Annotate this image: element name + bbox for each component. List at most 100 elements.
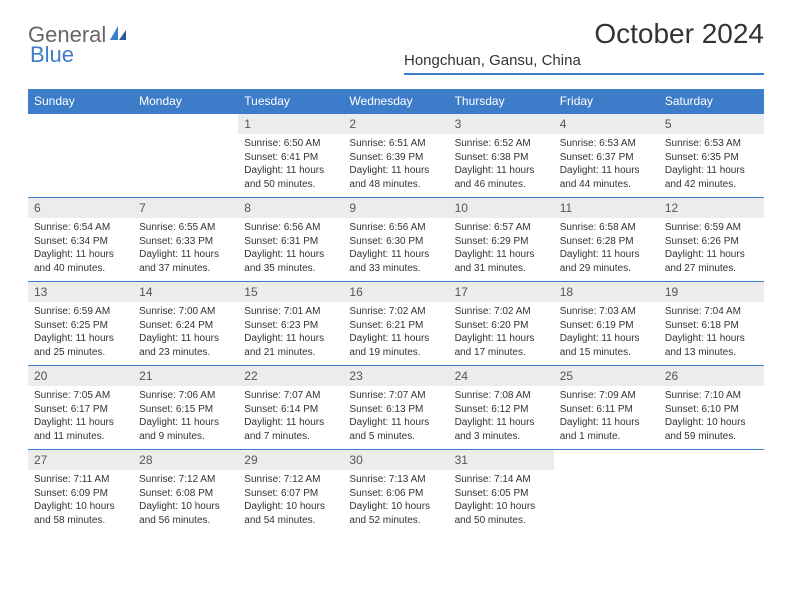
daynum-row: 12345: [28, 114, 764, 135]
day-detail-cell: Sunrise: 6:58 AMSunset: 6:28 PMDaylight:…: [554, 218, 659, 282]
sunset-line: Sunset: 6:08 PM: [139, 487, 232, 501]
sunset-line: Sunset: 6:24 PM: [139, 319, 232, 333]
sunrise-line: Sunrise: 7:09 AM: [560, 389, 653, 403]
day-detail-cell: Sunrise: 6:54 AMSunset: 6:34 PMDaylight:…: [28, 218, 133, 282]
daylight-line: Daylight: 11 hours and 19 minutes.: [349, 332, 442, 359]
sunrise-line: Sunrise: 6:55 AM: [139, 221, 232, 235]
day-detail-cell: Sunrise: 6:53 AMSunset: 6:35 PMDaylight:…: [659, 134, 764, 198]
day-detail-cell: Sunrise: 6:55 AMSunset: 6:33 PMDaylight:…: [133, 218, 238, 282]
day-detail-cell: Sunrise: 7:13 AMSunset: 6:06 PMDaylight:…: [343, 470, 448, 533]
day-number-cell: 5: [659, 114, 764, 135]
sunset-line: Sunset: 6:25 PM: [34, 319, 127, 333]
day-header: Wednesday: [343, 89, 448, 114]
daylight-line: Daylight: 11 hours and 3 minutes.: [455, 416, 548, 443]
day-detail-cell: Sunrise: 6:53 AMSunset: 6:37 PMDaylight:…: [554, 134, 659, 198]
calendar-table: Sunday Monday Tuesday Wednesday Thursday…: [28, 89, 764, 533]
sunset-line: Sunset: 6:41 PM: [244, 151, 337, 165]
day-number-cell: 14: [133, 282, 238, 303]
day-number-cell: 12: [659, 198, 764, 219]
sunrise-line: Sunrise: 6:59 AM: [34, 305, 127, 319]
daylight-line: Daylight: 10 hours and 52 minutes.: [349, 500, 442, 527]
sunrise-line: Sunrise: 7:14 AM: [455, 473, 548, 487]
sunrise-line: Sunrise: 6:53 AM: [665, 137, 758, 151]
day-detail-cell: Sunrise: 7:12 AMSunset: 6:07 PMDaylight:…: [238, 470, 343, 533]
day-number-cell: [554, 450, 659, 471]
day-detail-cell: Sunrise: 7:12 AMSunset: 6:08 PMDaylight:…: [133, 470, 238, 533]
daylight-line: Daylight: 10 hours and 54 minutes.: [244, 500, 337, 527]
sunset-line: Sunset: 6:20 PM: [455, 319, 548, 333]
daylight-line: Daylight: 11 hours and 17 minutes.: [455, 332, 548, 359]
day-header: Tuesday: [238, 89, 343, 114]
sunrise-line: Sunrise: 7:12 AM: [139, 473, 232, 487]
sunrise-line: Sunrise: 7:10 AM: [665, 389, 758, 403]
day-detail-cell: Sunrise: 6:56 AMSunset: 6:31 PMDaylight:…: [238, 218, 343, 282]
day-header: Monday: [133, 89, 238, 114]
day-header: Thursday: [449, 89, 554, 114]
sunset-line: Sunset: 6:06 PM: [349, 487, 442, 501]
day-detail-cell: Sunrise: 7:01 AMSunset: 6:23 PMDaylight:…: [238, 302, 343, 366]
sunset-line: Sunset: 6:13 PM: [349, 403, 442, 417]
daylight-line: Daylight: 11 hours and 50 minutes.: [244, 164, 337, 191]
daylight-line: Daylight: 11 hours and 13 minutes.: [665, 332, 758, 359]
daynum-row: 20212223242526: [28, 366, 764, 387]
day-number-cell: 30: [343, 450, 448, 471]
sunset-line: Sunset: 6:39 PM: [349, 151, 442, 165]
day-number-cell: 16: [343, 282, 448, 303]
day-number-cell: 6: [28, 198, 133, 219]
day-number-cell: 31: [449, 450, 554, 471]
day-header: Friday: [554, 89, 659, 114]
day-number-cell: [28, 114, 133, 135]
day-detail-cell: [554, 470, 659, 533]
sunrise-line: Sunrise: 6:50 AM: [244, 137, 337, 151]
sunset-line: Sunset: 6:09 PM: [34, 487, 127, 501]
daylight-line: Daylight: 11 hours and 25 minutes.: [34, 332, 127, 359]
logo-sail-icon: [108, 22, 128, 48]
daylight-line: Daylight: 11 hours and 7 minutes.: [244, 416, 337, 443]
daylight-line: Daylight: 11 hours and 23 minutes.: [139, 332, 232, 359]
header: General October 2024 Hongchuan, Gansu, C…: [28, 18, 764, 75]
day-number-cell: 26: [659, 366, 764, 387]
title-block: October 2024 Hongchuan, Gansu, China: [404, 18, 764, 75]
daylight-line: Daylight: 10 hours and 56 minutes.: [139, 500, 232, 527]
day-header-row: Sunday Monday Tuesday Wednesday Thursday…: [28, 89, 764, 114]
sunrise-line: Sunrise: 6:56 AM: [349, 221, 442, 235]
day-number-cell: 23: [343, 366, 448, 387]
sunset-line: Sunset: 6:17 PM: [34, 403, 127, 417]
day-detail-cell: Sunrise: 7:09 AMSunset: 6:11 PMDaylight:…: [554, 386, 659, 450]
day-number-cell: 15: [238, 282, 343, 303]
day-detail-cell: Sunrise: 7:07 AMSunset: 6:14 PMDaylight:…: [238, 386, 343, 450]
sunrise-line: Sunrise: 7:07 AM: [244, 389, 337, 403]
logo-text-blue: Blue: [30, 42, 74, 68]
day-number-cell: 18: [554, 282, 659, 303]
day-number-cell: 17: [449, 282, 554, 303]
month-title: October 2024: [594, 18, 764, 50]
daylight-line: Daylight: 11 hours and 40 minutes.: [34, 248, 127, 275]
day-detail-cell: Sunrise: 6:57 AMSunset: 6:29 PMDaylight:…: [449, 218, 554, 282]
day-detail-cell: Sunrise: 7:00 AMSunset: 6:24 PMDaylight:…: [133, 302, 238, 366]
sunset-line: Sunset: 6:29 PM: [455, 235, 548, 249]
day-detail-cell: Sunrise: 7:11 AMSunset: 6:09 PMDaylight:…: [28, 470, 133, 533]
day-detail-cell: [133, 134, 238, 198]
sunset-line: Sunset: 6:14 PM: [244, 403, 337, 417]
detail-row: Sunrise: 6:54 AMSunset: 6:34 PMDaylight:…: [28, 218, 764, 282]
daylight-line: Daylight: 11 hours and 21 minutes.: [244, 332, 337, 359]
sunrise-line: Sunrise: 7:12 AM: [244, 473, 337, 487]
day-number-cell: 1: [238, 114, 343, 135]
day-detail-cell: Sunrise: 7:05 AMSunset: 6:17 PMDaylight:…: [28, 386, 133, 450]
daylight-line: Daylight: 11 hours and 15 minutes.: [560, 332, 653, 359]
daylight-line: Daylight: 11 hours and 5 minutes.: [349, 416, 442, 443]
sunrise-line: Sunrise: 6:52 AM: [455, 137, 548, 151]
day-detail-cell: Sunrise: 6:59 AMSunset: 6:26 PMDaylight:…: [659, 218, 764, 282]
day-detail-cell: Sunrise: 7:04 AMSunset: 6:18 PMDaylight:…: [659, 302, 764, 366]
daylight-line: Daylight: 11 hours and 33 minutes.: [349, 248, 442, 275]
day-detail-cell: Sunrise: 6:56 AMSunset: 6:30 PMDaylight:…: [343, 218, 448, 282]
day-number-cell: 11: [554, 198, 659, 219]
sunrise-line: Sunrise: 7:00 AM: [139, 305, 232, 319]
sunrise-line: Sunrise: 7:02 AM: [455, 305, 548, 319]
day-detail-cell: [659, 470, 764, 533]
sunset-line: Sunset: 6:30 PM: [349, 235, 442, 249]
day-number-cell: 19: [659, 282, 764, 303]
sunset-line: Sunset: 6:28 PM: [560, 235, 653, 249]
day-number-cell: 3: [449, 114, 554, 135]
day-detail-cell: Sunrise: 7:06 AMSunset: 6:15 PMDaylight:…: [133, 386, 238, 450]
